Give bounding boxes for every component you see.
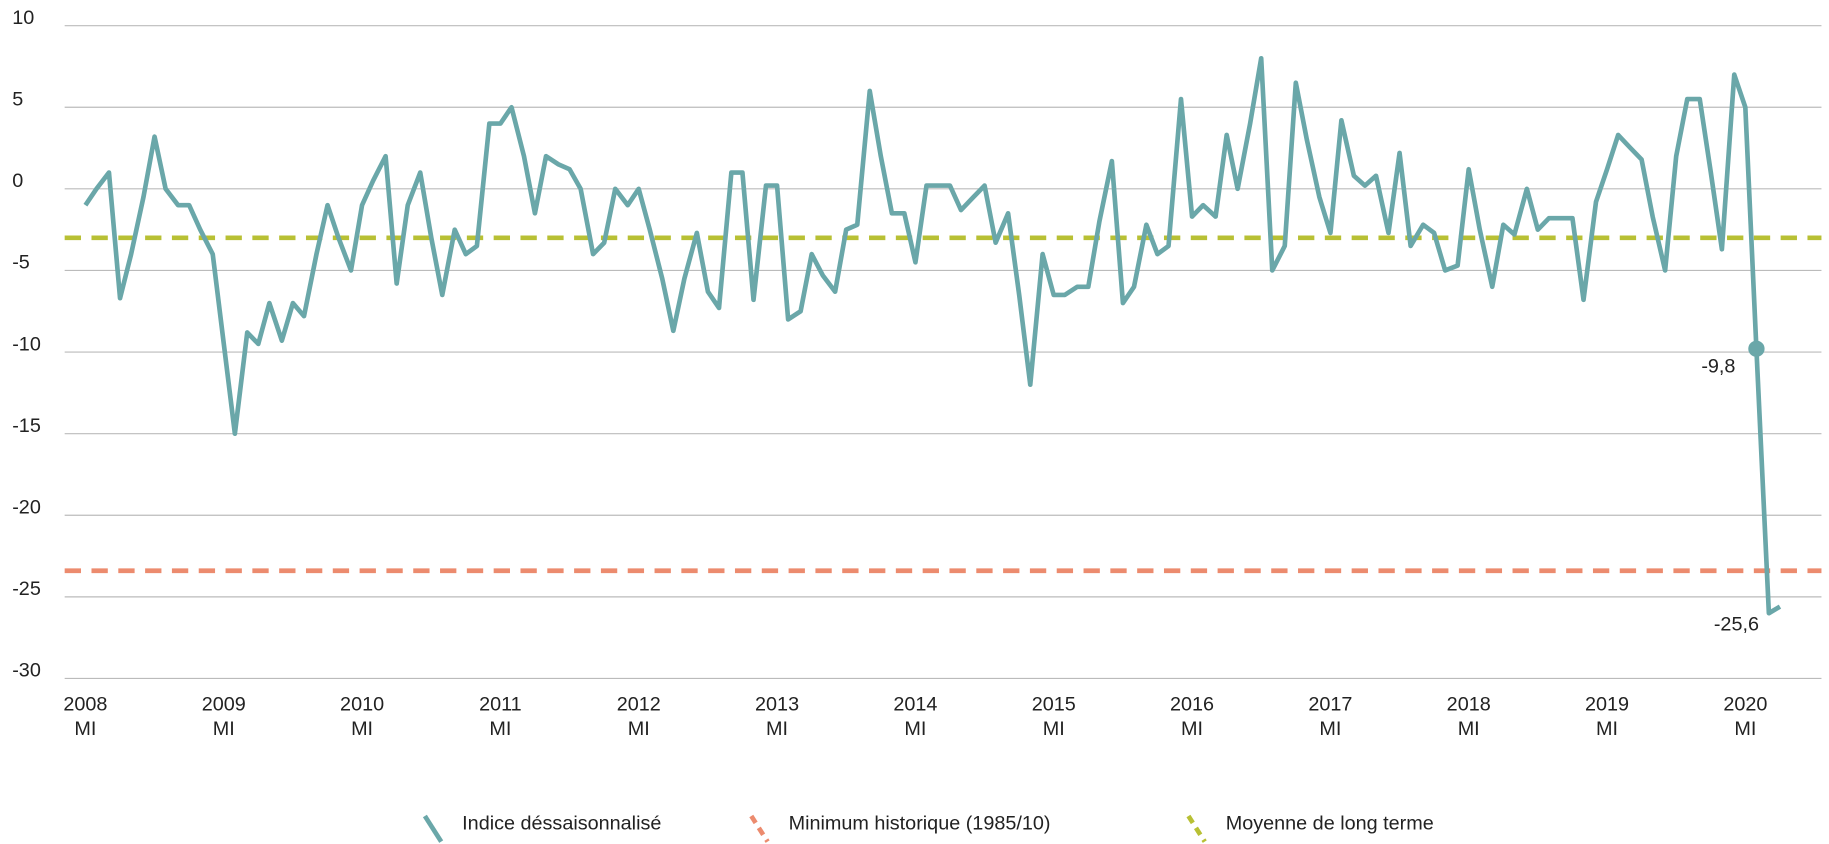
y-tick-label: -25 <box>12 578 41 600</box>
x-tick-label: 2013 <box>755 694 799 716</box>
x-tick-sublabel: MI <box>1596 718 1618 740</box>
annotation-label: -9,8 <box>1701 356 1735 378</box>
x-tick-label: 2016 <box>1170 694 1214 716</box>
x-tick-label: 2019 <box>1585 694 1629 716</box>
legend-label: Minimum historique (1985/10) <box>789 812 1051 834</box>
legend-icon <box>749 814 770 843</box>
legend-label: Moyenne de long terme <box>1226 812 1434 834</box>
x-tick-label: 2011 <box>479 694 522 716</box>
x-tick-label: 2020 <box>1723 694 1767 716</box>
x-tick-sublabel: MI <box>213 718 235 740</box>
x-tick-label: 2012 <box>617 694 661 716</box>
x-tick-label: 2008 <box>63 694 107 716</box>
legend-icon <box>422 814 444 843</box>
x-tick-sublabel: MI <box>904 718 926 740</box>
x-tick-label: 2014 <box>893 694 937 716</box>
x-tick-sublabel: MI <box>351 718 373 740</box>
x-tick-sublabel: MI <box>489 718 511 740</box>
x-tick-label: 2015 <box>1032 694 1076 716</box>
x-tick-label: 2009 <box>202 694 246 716</box>
data-line <box>83 55 1782 616</box>
y-tick-label: -10 <box>12 333 41 355</box>
annotation-label: -25,6 <box>1714 614 1759 636</box>
x-tick-label: 2010 <box>340 694 384 716</box>
y-tick-label: -15 <box>12 415 41 437</box>
x-tick-sublabel: MI <box>1181 718 1203 740</box>
y-tick-label: 0 <box>12 170 23 192</box>
annotation-marker <box>1748 340 1765 357</box>
x-tick-sublabel: MI <box>628 718 650 740</box>
y-tick-label: -30 <box>12 660 41 682</box>
y-tick-label: 10 <box>12 7 34 29</box>
x-tick-label: 2018 <box>1447 694 1491 716</box>
x-tick-sublabel: MI <box>766 718 788 740</box>
legend-icon <box>1186 814 1207 843</box>
x-tick-sublabel: MI <box>74 718 96 740</box>
x-tick-sublabel: MI <box>1458 718 1480 740</box>
x-tick-sublabel: MI <box>1319 718 1341 740</box>
x-tick-sublabel: MI <box>1043 718 1065 740</box>
x-tick-sublabel: MI <box>1734 718 1756 740</box>
legend-label: Indice déssaisonnalisé <box>462 812 661 834</box>
y-tick-label: 5 <box>12 88 23 110</box>
x-tick-label: 2017 <box>1308 694 1352 716</box>
y-tick-label: -5 <box>12 252 30 274</box>
y-tick-label: -20 <box>12 496 41 518</box>
